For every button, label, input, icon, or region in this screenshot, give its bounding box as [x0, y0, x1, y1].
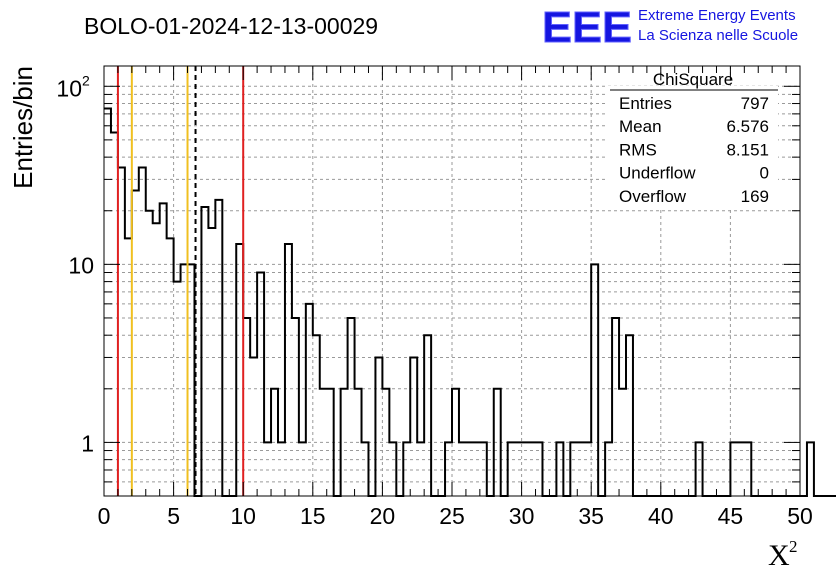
y-tick-label: 10: [68, 252, 94, 278]
x-tick-label: 0: [98, 503, 111, 529]
y-tick-label-exponent: 2: [82, 72, 90, 88]
x-tick-label: 40: [648, 503, 674, 529]
axis-ticks: [103, 66, 801, 497]
x-tick-label: 10: [230, 503, 256, 529]
stats-row-value: 8.151: [726, 140, 769, 159]
x-tick-label: 45: [718, 503, 744, 529]
stats-box: ChiSquare Entries 797 Mean 6.576 RMS 8.151 Und…: [608, 70, 778, 208]
x-tick-label: 30: [509, 503, 535, 529]
stats-row-label: Underflow: [619, 164, 696, 183]
x-tick-label: 15: [300, 503, 326, 529]
x-tick-label: 50: [787, 503, 813, 529]
y-tick-label: 10: [56, 75, 82, 101]
x-tick-label: 35: [578, 503, 604, 529]
x-axis-title-main: X: [768, 539, 790, 572]
x-tick-label: 20: [370, 503, 396, 529]
x-axis-title: X 2: [768, 537, 798, 572]
stats-row-value: 0: [760, 164, 769, 183]
x-tick-label: 5: [167, 503, 180, 529]
stats-box-background: [608, 86, 778, 208]
eee-logo: EEE Extreme Energy Events La Scienza nel…: [542, 3, 799, 53]
stats-row-value: 6.576: [726, 117, 769, 136]
reference-lines: [116, 66, 245, 496]
x-axis-title-superscript: 2: [789, 537, 798, 556]
x-tick-labels: 0 5 10 15 20 25 30 35 40 45 50: [98, 503, 813, 529]
stats-row-label: Mean: [619, 117, 662, 136]
x-tick-label: 25: [439, 503, 465, 529]
stats-row-label: Overflow: [619, 187, 687, 206]
chart-title: BOLO-01-2024-12-13-00029: [84, 13, 378, 39]
y-axis-title: Entries/bin: [8, 66, 38, 189]
logo-mark: EEE: [542, 3, 632, 52]
stats-rows: Entries 797 Mean 6.576 RMS 8.151 Underflow 0 Ove…: [619, 94, 769, 206]
stats-title: ChiSquare: [653, 70, 733, 89]
stats-row-label: RMS: [619, 140, 657, 159]
stats-row-label: Entries: [619, 94, 672, 113]
logo-line2: La Scienza nelle Scuole: [638, 27, 798, 44]
logo-line1: Extreme Energy Events: [638, 7, 796, 24]
stats-row-value: 169: [741, 187, 769, 206]
y-tick-label: 1: [81, 430, 94, 456]
stats-row-value: 797: [741, 94, 769, 113]
